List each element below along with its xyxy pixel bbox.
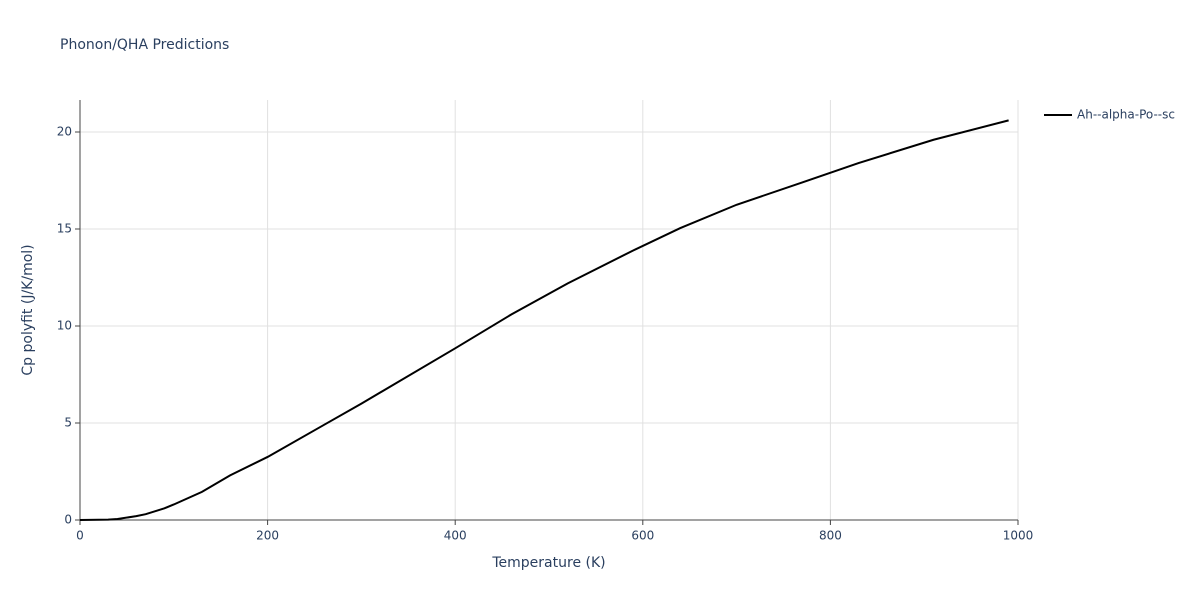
y-axis-title: Cp polyfit (J/K/mol) [20, 244, 36, 375]
y-tick-label: 20 [57, 125, 72, 139]
x-tick-label: 1000 [1003, 529, 1034, 543]
y-tick-label: 15 [57, 222, 72, 236]
y-tick-label: 5 [64, 416, 72, 430]
legend-label: Ah--alpha-Po--sc [1077, 108, 1175, 122]
line [79, 119, 1009, 521]
x-tick-label: 0 [76, 529, 84, 543]
x-tick-label: 400 [444, 529, 467, 543]
x-tick-label: 200 [256, 529, 279, 543]
y-tick-label: 10 [57, 319, 72, 333]
x-tick-label: 800 [819, 529, 842, 543]
y-tick-label: 0 [64, 513, 72, 527]
chart-title: Phonon/QHA Predictions [60, 37, 229, 53]
x-axis-title: Temperature (K) [491, 555, 605, 571]
x-tick-label: 600 [631, 529, 654, 543]
